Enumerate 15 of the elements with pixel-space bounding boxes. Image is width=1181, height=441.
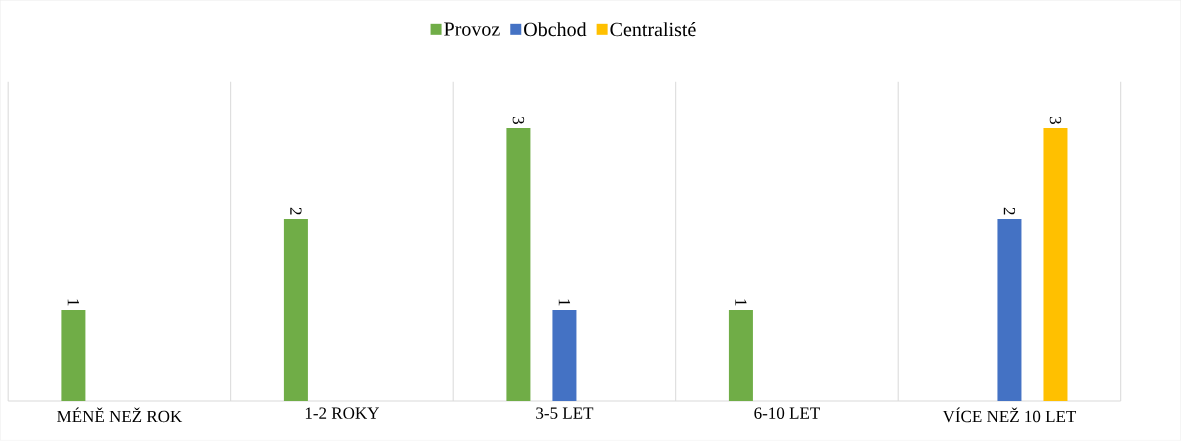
legend-label: Obchod <box>524 22 587 37</box>
data-label: 2 <box>1003 207 1016 215</box>
data-label: 3 <box>512 117 525 125</box>
data-label: 3 <box>1049 117 1062 125</box>
x-tick-label: VÍCE NEŽ 10 LET <box>942 407 1077 423</box>
x-tick-label: MÉNĚ NEŽ ROK <box>57 407 183 423</box>
legend-label: Centralisté <box>610 22 696 37</box>
data-label: 1 <box>735 299 747 306</box>
x-tick-label: 3-5 LET <box>536 407 594 420</box>
x-tick-label: 1-2 ROKY <box>305 407 380 420</box>
legend-label: Provoz <box>444 22 500 36</box>
data-label: 2 <box>290 207 302 215</box>
data-label: 1 <box>67 299 80 306</box>
data-label: 1 <box>558 299 571 306</box>
x-tick-label: 6-10 LET <box>754 407 820 420</box>
